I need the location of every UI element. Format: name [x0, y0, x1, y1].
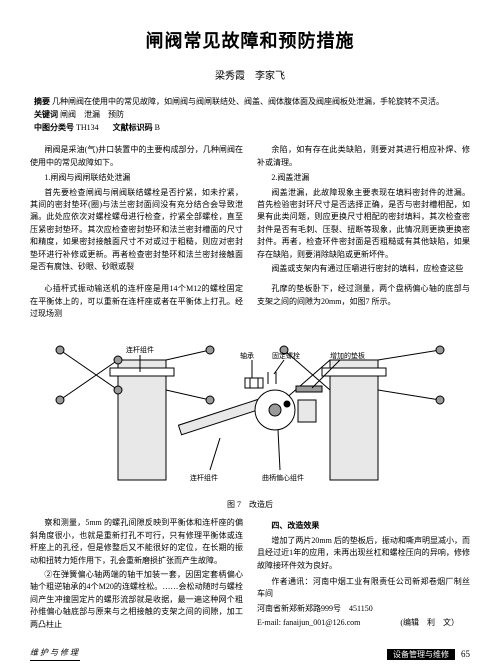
col-left: 心插杆式振动输送机的连杆座是用14个M12的螺栓固定在平衡体上的，可以重新在连杆…: [30, 283, 243, 322]
figure-7: 连杆组件 轴承 固定螺栓 增加的垫板 连杆组件 曲柄偏心组件 图 7 改造后: [30, 330, 470, 511]
section-heading: 1.闸阀与阀闸联结处泄漏: [30, 172, 243, 184]
doccode-text: B: [155, 123, 160, 132]
mid-columns: 心插杆式振动输送机的连杆座是用14个M12的螺栓固定在平衡体上的，可以重新在连杆…: [30, 283, 470, 322]
doccode-label: 文献标识码: [113, 123, 153, 132]
clc-label: 中图分类号: [34, 123, 74, 132]
para: 阀盖泄漏，此故障现象主要表现在填料密封件的泄漏。首先检验密封环尺寸是否选择正确，…: [257, 187, 470, 261]
keywords-label: 关键词: [34, 110, 58, 119]
para: ②在弹簧偏心轴两端的轴干加装一套，因固定套柄偏心轴个粗逆轴承的4个M20的连螺栓…: [30, 569, 243, 631]
section-heading: 2.阀盖泄漏: [257, 172, 470, 184]
col-left: 闸阀是采油(气)井口装置中的主要构成部分，几种闸阀在使用中的常见故障如下。 1.…: [30, 144, 243, 277]
label-f: 曲柄偏心组件: [262, 473, 304, 482]
para: 首先要检查闸阀与闸阀联结螺栓是否拧紧，如未拧紧，其间的密封垫环(圈)与法兰密封面…: [30, 187, 243, 274]
para: 增加了两片20mm 后的垫板后，振动和嘶声明显减小，而且经过近1年的应用，未再出…: [257, 535, 470, 572]
page-title: 闸阀常见故障和预防措施: [30, 28, 470, 55]
label-a: 连杆组件: [126, 345, 154, 354]
label-b: 轴承: [240, 351, 254, 360]
author-address: 河南省新郑新郑路999号 451150: [257, 603, 470, 615]
upper-columns: 闸阀是采油(气)井口装置中的主要构成部分，几种闸阀在使用中的常见故障如下。 1.…: [30, 144, 470, 277]
diagram-svg: 连杆组件 轴承 固定螺栓 增加的垫板 连杆组件 曲柄偏心组件: [40, 330, 460, 495]
abstract-text: 几种闸阀在使用中的常见故障，如闸阀与阀闸联结处、阀盖、阀体腹体面及阀座阀板处泄漏…: [52, 97, 444, 106]
abstract-label: 摘要: [34, 97, 50, 106]
label-e: 连杆组件: [190, 473, 218, 482]
page-number: 65: [461, 649, 470, 659]
page-footer: 维护与修理 设备管理与维修 65: [30, 647, 470, 661]
lower-columns: 察和测量，5mm 的螺孔间隙反映到平衡体和连杆座的偏斜角度很小，也就是重新打孔不…: [30, 517, 470, 633]
author-email: E-mail: fanaijun_001@126.com (编辑 利 文）: [257, 617, 470, 629]
col-left: 察和测量，5mm 的螺孔间隙反映到平衡体和连杆座的偏斜角度很小，也就是重新打孔不…: [30, 517, 243, 633]
footer-section: 维护与修理: [30, 647, 80, 661]
clc-text: TH134: [76, 123, 99, 132]
para: 孔摩的垫板卧下，经过测量，两个盘柄偏心轴的底部与支架之间的间隙为20mm，如图7…: [257, 283, 470, 308]
figure-caption: 图 7 改造后: [30, 499, 470, 511]
label-d: 增加的垫板: [330, 351, 365, 360]
col-right: 孔摩的垫板卧下，经过测量，两个盘柄偏心轴的底部与支架之间的间隙为20mm，如图7…: [257, 283, 470, 322]
para: 余陷，如有存在此类缺陷，则要对其进行相应补焊、修补或清理。: [257, 144, 470, 169]
authors: 梁秀霞 李家飞: [30, 69, 470, 84]
label-c: 固定螺栓: [272, 351, 300, 360]
author-contact: 作者通讯：河南中烟工业有限责任公司新郑卷烟厂制丝车间: [257, 576, 470, 601]
meta-block: 摘要 几种闸阀在使用中的常见故障，如闸阀与阀闸联结处、阀盖、阀体腹体面及阀座阀板…: [30, 96, 470, 134]
col-right: 四、改造效果 增加了两片20mm 后的垫板后，振动和嘶声明显减小，而且经过近1年…: [257, 517, 470, 633]
footer-journal: 设备管理与维修: [387, 649, 455, 660]
para: 闸阀是采油(气)井口装置中的主要构成部分，几种闸阀在使用中的常见故障如下。: [30, 144, 243, 169]
section-heading: 四、改造效果: [257, 520, 470, 532]
para: 察和测量，5mm 的螺孔间隙反映到平衡体和连杆座的偏斜角度很小，也就是重新打孔不…: [30, 517, 243, 567]
para: 阀盖或支架内有通过压嚼进行密封的填料，应检查这些: [257, 263, 470, 275]
keywords-text: 闸阀 泄漏 预防: [60, 110, 124, 119]
col-right: 余陷，如有存在此类缺陷，则要对其进行相应补焊、修补或清理。 2.阀盖泄漏 阀盖泄…: [257, 144, 470, 277]
para: 心插杆式振动输送机的连杆座是用14个M12的螺栓固定在平衡体上的，可以重新在连杆…: [30, 283, 243, 320]
